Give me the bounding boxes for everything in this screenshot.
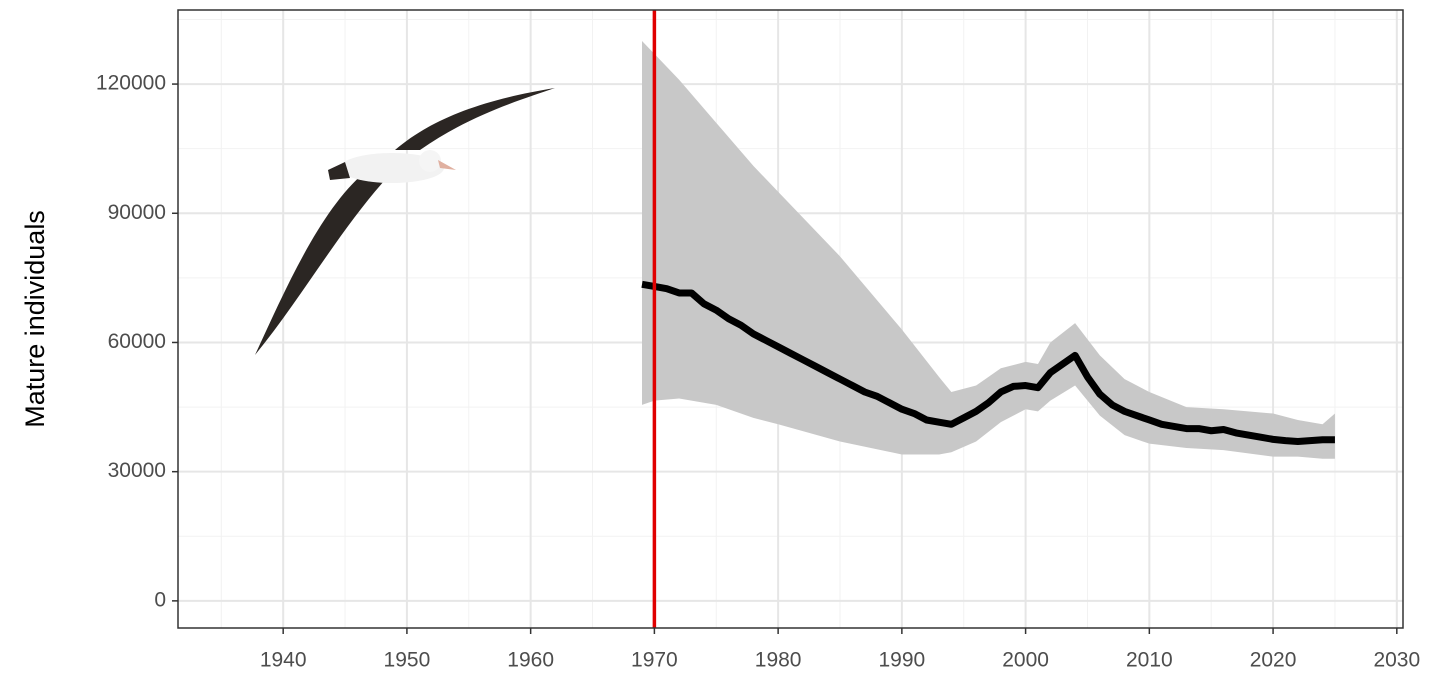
y-axis-title: Mature individuals — [20, 210, 50, 428]
y-tick-label: 60000 — [108, 330, 166, 353]
wing — [255, 172, 385, 355]
y-tick-label: 120000 — [96, 72, 166, 95]
x-tick-label: 1950 — [384, 649, 431, 672]
panel-border — [177, 9, 1404, 629]
x-tick-label: 2010 — [1126, 649, 1173, 672]
albatross-image — [255, 88, 555, 355]
y-tick-label: 90000 — [108, 201, 166, 224]
line — [641, 280, 1335, 446]
confidence-band — [642, 41, 1335, 459]
x-tick-label: 1980 — [755, 649, 802, 672]
y-tick-label: 0 — [154, 588, 166, 611]
x-tick-label: 1990 — [879, 649, 926, 672]
plot-data — [641, 10, 1335, 628]
x-tick-label: 1940 — [260, 649, 307, 672]
x-tick-label: 2000 — [1002, 649, 1049, 672]
x-tick-label: 1970 — [631, 649, 678, 672]
y-tick-label: 30000 — [108, 459, 166, 482]
body — [340, 153, 444, 183]
beak — [438, 160, 456, 170]
x-tick-label: 2020 — [1250, 649, 1297, 672]
x-tick-label: 2030 — [1373, 649, 1420, 672]
tail — [328, 162, 350, 180]
wing — [395, 88, 555, 150]
x-tick-label: 1960 — [507, 649, 554, 672]
head — [419, 150, 441, 172]
